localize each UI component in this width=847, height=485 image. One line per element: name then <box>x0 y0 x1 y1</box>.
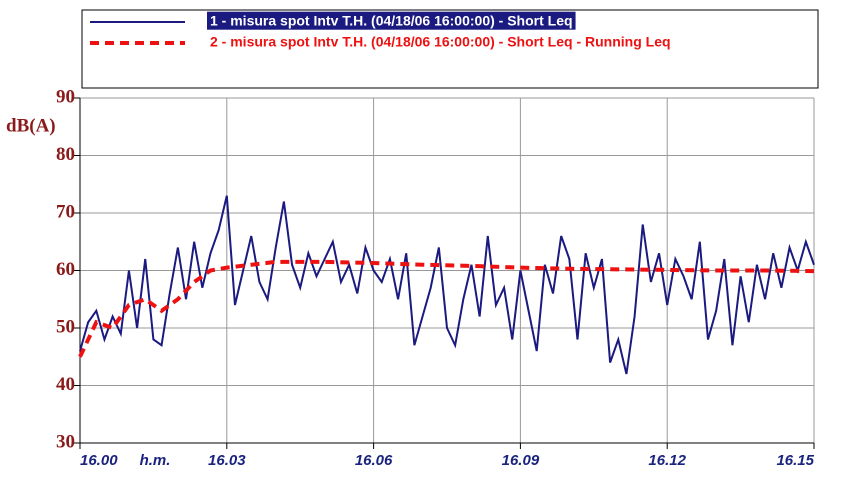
series-line <box>78 259 815 358</box>
legend-highlight <box>207 11 576 30</box>
y-axis-label: dB(A) <box>6 115 56 136</box>
y-tick-label: 30 <box>56 431 75 452</box>
x-tick-label: 16.03 <box>208 452 246 469</box>
y-tick-label: 50 <box>56 316 75 337</box>
legend-label: 2 - misura spot Intv T.H. (04/18/06 16:0… <box>210 34 671 50</box>
x-tick-label: 16.00 <box>80 452 118 469</box>
y-tick-label: 70 <box>56 201 75 222</box>
y-tick-label: 60 <box>56 259 75 280</box>
y-tick-label: 40 <box>56 374 75 395</box>
y-tick-label: 90 <box>56 86 75 107</box>
series-line <box>79 195 815 375</box>
legend-label: 1 - misura spot Intv T.H. (04/18/06 16:0… <box>210 13 573 29</box>
x-tick-label: 16.15 <box>776 452 814 469</box>
x-tick-label: 16.06 <box>355 452 393 469</box>
x-tick-label: 16.12 <box>648 452 686 469</box>
x-tick-label: 16.09 <box>502 452 540 469</box>
y-tick-label: 80 <box>56 144 75 165</box>
x-axis-label: h.m. <box>140 452 171 469</box>
